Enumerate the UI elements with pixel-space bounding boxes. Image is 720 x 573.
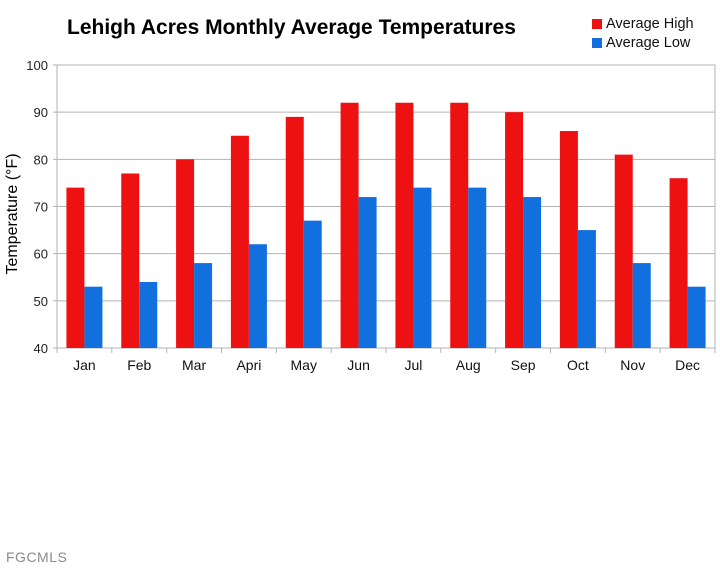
y-tick-label: 60 bbox=[34, 247, 48, 262]
legend-label-high: Average High bbox=[606, 16, 694, 32]
x-tick-label: Jan bbox=[73, 357, 96, 373]
bar-high-jul bbox=[395, 102, 414, 348]
bar-high-nov bbox=[614, 154, 633, 348]
legend-item-high: Average High bbox=[592, 16, 694, 32]
bar-high-may bbox=[285, 116, 304, 348]
bar-low-aug bbox=[468, 187, 487, 348]
x-tick-label: May bbox=[291, 357, 317, 373]
bar-low-apri bbox=[248, 244, 267, 348]
bar-high-jun bbox=[340, 102, 359, 348]
x-tick-label: Nov bbox=[620, 357, 645, 373]
y-tick-label: 100 bbox=[26, 58, 48, 73]
bar-high-oct bbox=[559, 131, 578, 348]
bar-low-feb bbox=[139, 281, 158, 348]
x-tick-label: Oct bbox=[567, 357, 589, 373]
x-tick-label: Jun bbox=[347, 357, 370, 373]
bar-high-jan bbox=[66, 187, 85, 348]
legend-label-low: Average Low bbox=[606, 35, 691, 51]
x-tick-label: Sep bbox=[511, 357, 536, 373]
x-tick-label: Mar bbox=[182, 357, 206, 373]
y-tick-label: 70 bbox=[34, 200, 48, 215]
bar-high-feb bbox=[121, 173, 140, 348]
y-tick-label: 50 bbox=[34, 294, 48, 309]
y-tick-label: 90 bbox=[34, 105, 48, 120]
bar-low-sep bbox=[523, 197, 542, 348]
legend-item-low: Average Low bbox=[592, 35, 690, 51]
x-tick-label: Jul bbox=[404, 357, 422, 373]
bar-low-nov bbox=[632, 263, 651, 348]
legend-swatch-high bbox=[592, 19, 602, 29]
x-tick-label: Apri bbox=[236, 357, 261, 373]
bar-low-jul bbox=[413, 187, 432, 348]
x-tick-label: Dec bbox=[675, 357, 700, 373]
x-tick-label: Aug bbox=[456, 357, 481, 373]
watermark: FGCMLS bbox=[6, 549, 68, 565]
bar-high-aug bbox=[450, 102, 469, 348]
bar-low-jan bbox=[84, 286, 103, 348]
bar-low-mar bbox=[194, 263, 213, 348]
bar-high-dec bbox=[669, 178, 688, 348]
chart-title: Lehigh Acres Monthly Average Temperature… bbox=[67, 16, 516, 39]
legend-swatch-low bbox=[592, 38, 602, 48]
y-tick-label: 40 bbox=[34, 341, 48, 356]
bar-low-oct bbox=[577, 230, 596, 348]
bar-high-sep bbox=[505, 112, 524, 349]
bar-low-jun bbox=[358, 197, 377, 348]
bar-low-may bbox=[303, 220, 322, 348]
x-tick-label: Feb bbox=[127, 357, 151, 373]
bar-low-dec bbox=[687, 286, 706, 348]
bar-high-apri bbox=[230, 135, 249, 348]
bar-high-mar bbox=[176, 159, 195, 348]
y-tick-label: 80 bbox=[34, 152, 48, 167]
